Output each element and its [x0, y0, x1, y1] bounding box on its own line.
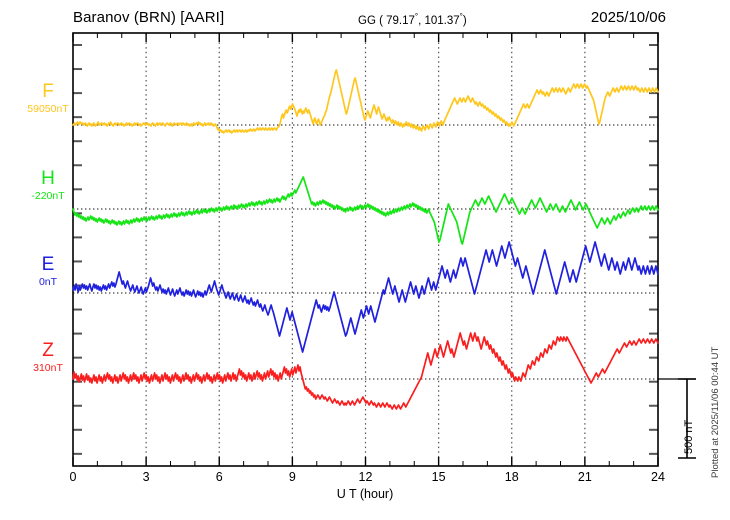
trace-F [72, 69, 659, 134]
x-tick-label: 6 [215, 470, 223, 484]
plot-frame [72, 32, 659, 467]
component-name-Z: Z [42, 340, 54, 361]
component-label-F: F 59050nT [27, 82, 68, 115]
geo-coord-lat: GG ( 79.17 [358, 14, 415, 27]
component-name-E: E [41, 254, 55, 275]
degree-symbol-lon: ° [459, 12, 463, 21]
x-tick-label: 0 [69, 470, 77, 484]
geographic-coordinates: GG ( 79.17°, 101.37°) [358, 12, 467, 27]
component-baseline-E: 0nT [38, 275, 58, 288]
x-tick-label: 3 [142, 470, 150, 484]
trace-Z [72, 332, 659, 410]
station-title: Baranov (BRN) [AARI] [73, 9, 225, 26]
x-axis-title: U T (hour) [336, 487, 394, 501]
x-tick-label: 24 [651, 470, 665, 484]
x-tick-label: 9 [288, 470, 296, 484]
component-label-Z: Z 310nT [33, 341, 63, 374]
x-tick-label: 12 [358, 470, 373, 484]
plotted-at-label: Plotted at 2025/11/06 00:44 UT [710, 346, 721, 478]
component-label-E: E 0nT [39, 255, 57, 288]
observation-date: 2025/10/06 [590, 9, 666, 26]
scale-bar-label: 500 nT [683, 419, 695, 454]
x-tick-label: 21 [577, 470, 592, 484]
degree-symbol-lat: ° [414, 12, 419, 21]
component-name-H: H [41, 168, 55, 189]
geo-coord-close: ) [462, 14, 467, 27]
component-baseline-H: -220nT [31, 189, 65, 202]
component-name-F: F [42, 81, 54, 102]
trace-H [72, 176, 659, 245]
geo-coord-lon: , 101.37 [418, 14, 460, 27]
component-label-H: H -220nT [31, 169, 64, 202]
x-tick-label: 15 [431, 470, 446, 484]
trace-E [72, 241, 659, 353]
component-baseline-F: 59050nT [27, 102, 69, 115]
x-tick-label: 18 [504, 470, 519, 484]
component-baseline-Z: 310nT [33, 361, 63, 374]
